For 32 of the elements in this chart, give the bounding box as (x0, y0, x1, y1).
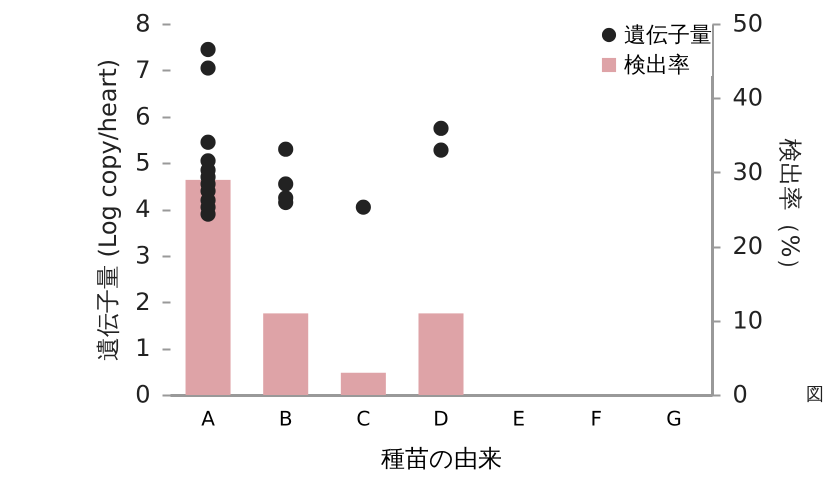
bar (263, 313, 308, 395)
y2-tick-label: 50 (732, 10, 764, 38)
y-tick-label: 1 (135, 334, 150, 362)
x-tick-label: F (590, 406, 602, 430)
x-tick-label: G (666, 406, 682, 430)
y2-tick-label: 20 (732, 232, 764, 260)
legend-label: 遺伝子量 (624, 23, 712, 48)
bar (186, 180, 231, 395)
y-tick-label: 2 (135, 288, 150, 316)
y-tick-label: 6 (135, 102, 150, 130)
y-axis-title: 遺伝子量 (Log copy/heart) (94, 58, 122, 362)
y2-tick-label: 0 (732, 380, 748, 408)
y2-tick-label: 10 (732, 306, 764, 334)
y-tick-label: 7 (135, 56, 150, 84)
legend-label: 検出率 (624, 53, 690, 78)
y-tick-label: 0 (135, 380, 150, 408)
y-tick-label: 8 (135, 10, 150, 38)
x-tick-label: A (201, 406, 216, 430)
x-tick-label: E (512, 406, 525, 430)
y2-axis-title: 検出率（%） (776, 138, 804, 282)
y2-tick-label: 30 (732, 158, 764, 186)
y-tick-label: 4 (135, 195, 150, 223)
x-tick-label: D (433, 406, 449, 430)
y-tick-label: 3 (135, 241, 150, 270)
x-tick-label: B (278, 406, 293, 430)
bar (418, 313, 464, 395)
y2-tick-label: 40 (732, 84, 764, 112)
x-axis-title: 種苗の由来 (381, 444, 502, 472)
bar (340, 372, 386, 395)
y-tick-label: 5 (135, 148, 150, 177)
text: 図 (806, 383, 824, 406)
x-tick-label: C (356, 406, 370, 430)
